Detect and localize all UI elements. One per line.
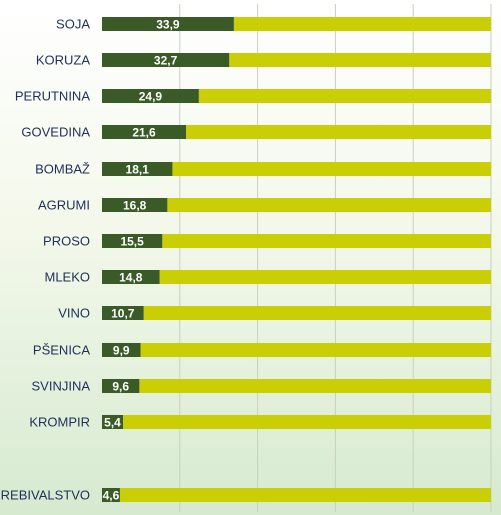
bar-value: [102, 89, 199, 103]
value-label: 9,6: [112, 380, 129, 394]
bar-value: [102, 125, 187, 139]
bar-remainder: [198, 89, 491, 103]
category-label: PROSO: [43, 234, 90, 249]
value-label: 9,9: [113, 344, 130, 358]
value-label: 4,6: [103, 489, 120, 503]
bar-remainder: [172, 162, 491, 176]
value-label: 24,9: [139, 90, 163, 104]
value-label: 15,5: [120, 235, 144, 249]
bar-value: [102, 270, 160, 284]
value-label: 21,6: [132, 126, 156, 140]
bar-value: [102, 198, 168, 212]
bar-remainder: [143, 306, 492, 320]
bar-value: [102, 343, 141, 357]
bar-value: [102, 17, 234, 31]
bar-value: [102, 162, 173, 176]
bar-remainder: [159, 270, 491, 284]
bar-remainder: [119, 488, 492, 502]
bar-remainder: [162, 234, 492, 248]
bar-remainder: [123, 415, 492, 429]
bar-value: [102, 234, 163, 248]
category-label: PŠENICA: [33, 343, 90, 358]
category-label: BOMBAŽ: [35, 162, 90, 177]
bar-value: [102, 415, 124, 429]
category-label: GOVEDINA: [21, 125, 90, 140]
bar-value: [102, 306, 144, 320]
category-label: KROMPIR: [29, 415, 90, 430]
bar-remainder: [233, 17, 491, 31]
bar-remainder: [139, 379, 491, 393]
category-label: VINO: [58, 306, 90, 321]
value-label: 14,8: [119, 271, 143, 285]
bar-remainder: [186, 125, 492, 139]
value-label: 18,1: [126, 163, 150, 177]
value-label: 10,7: [111, 307, 135, 321]
category-label: PERUTNINA: [15, 89, 90, 104]
value-label: 16,8: [123, 199, 147, 213]
bar-remainder: [167, 198, 492, 212]
bar-value: [102, 53, 230, 67]
value-label: 33,9: [156, 18, 180, 32]
category-label: AGRUMI: [38, 198, 90, 213]
category-label: SVINJINA: [31, 379, 90, 394]
value-label: 32,7: [154, 54, 178, 68]
category-label: KORUZA: [36, 53, 91, 68]
bar-remainder: [229, 53, 491, 67]
bar-value: [102, 379, 140, 393]
category-label: SOJA: [56, 17, 90, 32]
bar-value: [102, 488, 120, 502]
value-label: 5,4: [104, 416, 121, 430]
category-label: MLEKO: [44, 270, 90, 285]
bar-remainder: [140, 343, 492, 357]
category-label: PREBIVALSTVO: [0, 488, 90, 503]
